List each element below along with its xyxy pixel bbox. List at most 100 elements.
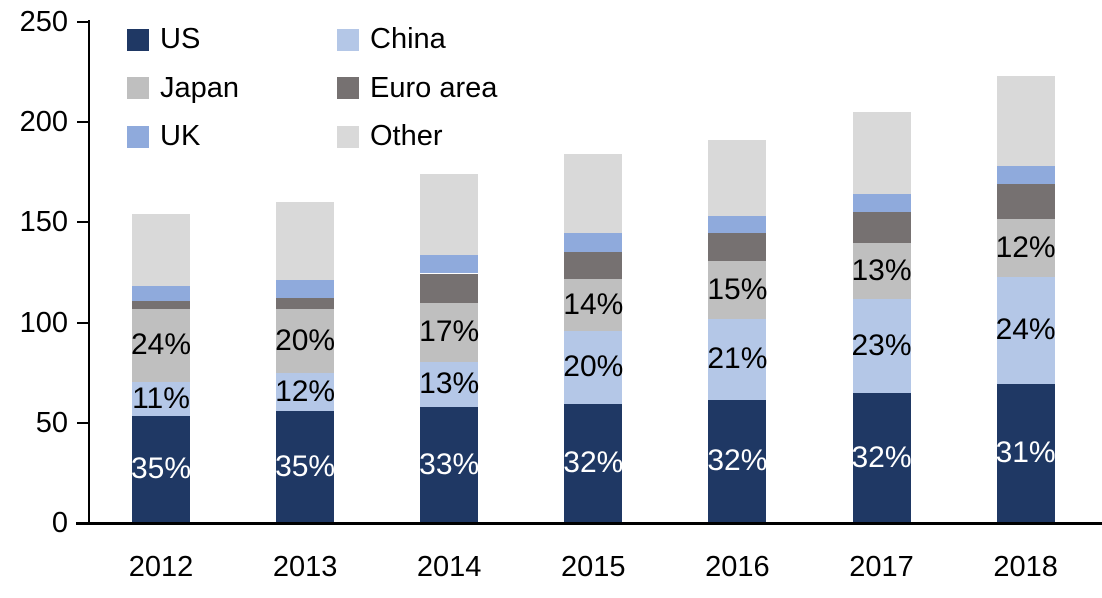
- legend-item-euro-area: Euro area: [337, 72, 497, 105]
- legend-item-uk: UK: [127, 120, 200, 153]
- bar-2014-uk-segment: [420, 255, 479, 274]
- bar-2015-us-segment: [564, 403, 623, 523]
- bar-2015-china-segment: [564, 330, 623, 404]
- bar-2012-other-segment: [132, 214, 190, 286]
- bar-2017-china-label: 23%: [851, 328, 912, 362]
- bar-2018-japan-segment: [996, 219, 1055, 277]
- bar-2015-japan-label: 14%: [563, 287, 624, 321]
- bar-2012-japan-label: 24%: [130, 328, 192, 362]
- y-axis-tick-label: 0: [51, 507, 68, 539]
- legend-swatch-uk: [127, 125, 149, 148]
- bar-2018-china-label: 24%: [995, 313, 1056, 347]
- x-axis-baseline: [76, 521, 1102, 525]
- bar-2018-us-label: 31%: [995, 436, 1056, 470]
- legend-swatch-china: [337, 28, 359, 51]
- bar-2015-uk-segment: [564, 233, 623, 253]
- bar-2013-japan-label: 20%: [275, 323, 336, 357]
- bar-2015-us-label: 32%: [563, 446, 624, 480]
- bar-2017-japan-segment: [852, 243, 911, 299]
- legend-label-japan: Japan: [160, 71, 240, 104]
- bar-2013-euro-area-segment: [276, 297, 335, 309]
- bar-2013-china-label: 12%: [275, 374, 336, 408]
- legend-item-us: US: [127, 23, 200, 56]
- x-axis-label-2018: 2018: [993, 551, 1058, 583]
- bar-2013-us-label: 35%: [275, 449, 336, 483]
- bar-2012-uk-segment: [132, 285, 190, 301]
- bar-2015-euro-area-segment: [564, 252, 623, 279]
- bar-2018-other-segment: [996, 76, 1055, 167]
- bar-2017-euro-area-segment: [852, 212, 911, 244]
- bar-2018-uk-segment: [996, 166, 1055, 185]
- y-axis-tick-150: [77, 221, 90, 224]
- y-axis-tick-label: 100: [19, 306, 68, 339]
- legend-label-other: Other: [370, 120, 443, 152]
- bar-2012-china-label: 11%: [132, 381, 190, 415]
- legend-swatch-us: [127, 28, 149, 51]
- y-axis-tick-label: 250: [19, 6, 68, 38]
- bar-2017-china-segment: [852, 298, 911, 393]
- bar-2018-euro-area-segment: [996, 184, 1055, 220]
- legend-swatch-euro-area: [337, 77, 359, 99]
- bar-2018-japan-label: 12%: [995, 230, 1056, 264]
- bar-2012-japan-segment: [132, 308, 190, 382]
- bar-2017-other-segment: [852, 112, 911, 195]
- bar-2014-other-segment: [420, 174, 479, 256]
- bar-2014-japan-segment: [420, 302, 479, 362]
- bar-2013-japan-segment: [276, 308, 335, 373]
- bar-2018-us-segment: [996, 383, 1055, 523]
- y-axis-tick-50: [77, 421, 90, 424]
- bar-2014-us-label: 33%: [419, 447, 480, 481]
- x-axis-label-2014: 2014: [416, 551, 482, 583]
- bar-2012-us-segment: [132, 415, 190, 523]
- y-axis-tick-100: [77, 321, 90, 324]
- x-axis-label-2017: 2017: [849, 551, 914, 583]
- bar-2016-us-label: 32%: [707, 444, 768, 478]
- bar-2015-japan-segment: [564, 278, 623, 331]
- bar-2016-uk-segment: [708, 216, 767, 234]
- bar-2012-china-segment: [132, 381, 190, 416]
- bar-2016-japan-segment: [708, 261, 767, 319]
- bar-2015-china-label: 20%: [563, 350, 624, 384]
- y-axis-tick-250: [77, 21, 90, 23]
- legend-item-china: China: [337, 23, 446, 56]
- legend-item-japan: Japan: [127, 72, 239, 105]
- legend-item-other: Other: [337, 120, 443, 153]
- y-axis-line: [88, 20, 90, 525]
- bar-2014-japan-label: 17%: [419, 315, 480, 349]
- bar-2015-other-segment: [564, 154, 623, 234]
- bar-2016-china-label: 21%: [707, 342, 768, 376]
- y-axis-tick-label: 150: [19, 206, 68, 239]
- bar-2013-us-segment: [276, 410, 335, 523]
- legend-label-uk: UK: [160, 120, 201, 152]
- bar-2013-china-segment: [276, 372, 335, 411]
- bar-2017-us-label: 32%: [851, 440, 912, 474]
- bar-2014-euro-area-segment: [420, 273, 479, 303]
- x-axis-label-2015: 2015: [561, 551, 626, 583]
- y-axis-tick-label: 200: [19, 106, 68, 139]
- bar-2014-china-segment: [420, 361, 479, 407]
- bar-2016-euro-area-segment: [708, 233, 767, 262]
- bar-2016-other-segment: [708, 140, 767, 217]
- bar-2014-china-label: 13%: [419, 367, 480, 401]
- legend-swatch-japan: [127, 77, 149, 99]
- bar-2016-china-segment: [708, 318, 767, 400]
- bar-2012-euro-area-segment: [132, 300, 190, 309]
- bar-2014-us-segment: [420, 406, 479, 523]
- bar-2016-us-segment: [708, 399, 767, 523]
- bar-2012-us-label: 35%: [130, 452, 192, 486]
- legend-label-euro-area: Euro area: [370, 71, 498, 104]
- bar-2017-us-segment: [852, 392, 911, 523]
- x-axis-label-2013: 2013: [272, 551, 338, 583]
- legend-swatch-other: [337, 125, 359, 148]
- bar-2016-japan-label: 15%: [707, 273, 768, 307]
- x-axis-label-2016: 2016: [705, 551, 770, 583]
- bar-2018-china-segment: [996, 276, 1055, 384]
- bar-2013-other-segment: [276, 202, 335, 280]
- bar-2017-uk-segment: [852, 194, 911, 213]
- bar-2017-japan-label: 13%: [851, 253, 912, 287]
- y-axis-tick-200: [77, 121, 90, 124]
- bar-2013-uk-segment: [276, 279, 335, 298]
- legend-label-us: US: [160, 23, 201, 55]
- x-axis-label-2012: 2012: [128, 551, 194, 583]
